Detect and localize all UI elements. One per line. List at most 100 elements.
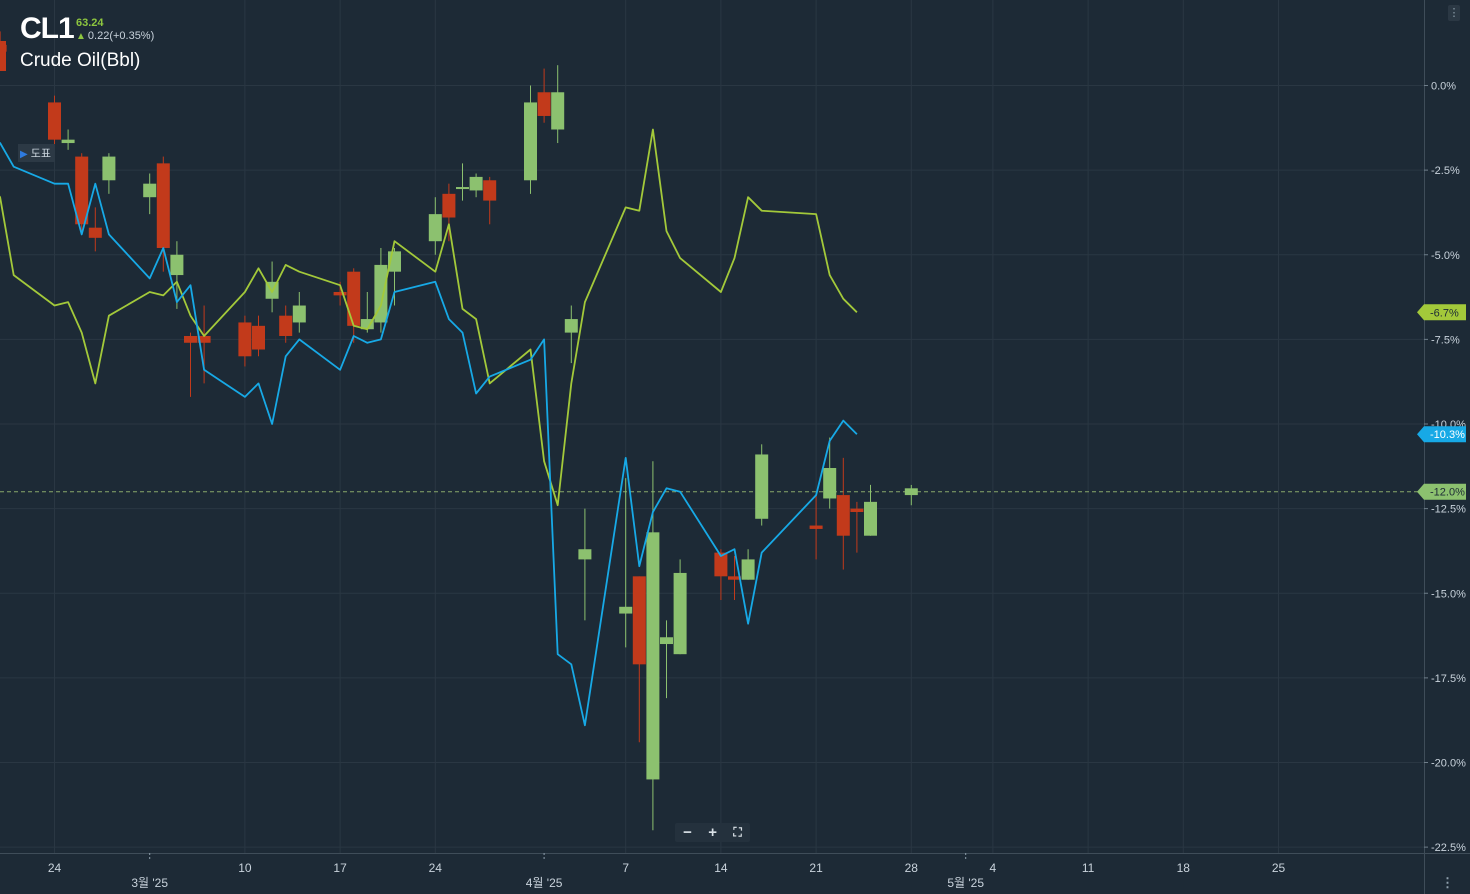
candle bbox=[75, 153, 89, 232]
candle bbox=[428, 197, 442, 255]
candle bbox=[469, 173, 483, 198]
last-price: 63.24 bbox=[76, 17, 104, 29]
y-tick-label: -17.5% bbox=[1431, 673, 1466, 685]
candle-body bbox=[904, 488, 918, 496]
zoom-in-button[interactable]: + bbox=[708, 824, 718, 841]
candle bbox=[537, 68, 551, 123]
candle bbox=[728, 556, 741, 601]
candle-body bbox=[524, 102, 537, 181]
more-menu-icon[interactable]: ⋮ bbox=[1448, 5, 1460, 21]
candle bbox=[864, 484, 877, 536]
candle bbox=[184, 332, 197, 397]
candle bbox=[809, 495, 823, 560]
candle bbox=[673, 559, 687, 655]
candle bbox=[388, 247, 401, 306]
zoom-controls: − + ⛶ bbox=[675, 823, 750, 842]
chart-tag[interactable]: ▶ 도표 bbox=[18, 144, 55, 162]
candle bbox=[714, 549, 728, 601]
candle-body bbox=[48, 102, 61, 140]
candle-body bbox=[292, 305, 306, 323]
candle-body bbox=[809, 525, 823, 529]
x-tick-label: 25 bbox=[1272, 861, 1286, 875]
price-change: ▲ 0.22(+0.35%) bbox=[76, 30, 154, 42]
candle bbox=[823, 437, 837, 509]
candle-body bbox=[61, 139, 75, 144]
candle bbox=[646, 461, 660, 831]
candle bbox=[850, 501, 864, 553]
x-tick-label: 24 bbox=[48, 861, 62, 875]
month-label: 5월 '25 bbox=[947, 876, 984, 890]
candle-body bbox=[442, 193, 456, 218]
candle-body bbox=[551, 92, 565, 130]
candle-body bbox=[755, 454, 769, 519]
candle-body bbox=[428, 214, 442, 242]
candle bbox=[238, 315, 252, 367]
candle bbox=[143, 173, 157, 215]
x-tick-label: 14 bbox=[714, 861, 728, 875]
series-line-blue bbox=[0, 142, 858, 727]
y-tick-label: 0.0% bbox=[1431, 81, 1456, 93]
grid bbox=[0, 0, 1424, 853]
candle-body bbox=[102, 156, 116, 181]
candle-body bbox=[75, 156, 89, 225]
value-badge-label: -10.3% bbox=[1430, 429, 1465, 441]
candle bbox=[632, 576, 646, 743]
candle-body bbox=[728, 576, 741, 580]
candle-body bbox=[619, 606, 633, 614]
x-tick-label: 11 bbox=[1082, 861, 1095, 875]
candle bbox=[551, 65, 565, 144]
month-label: 3월 '25 bbox=[131, 876, 168, 890]
y-tick-label: -22.5% bbox=[1431, 842, 1466, 854]
candle bbox=[360, 291, 374, 333]
candle-body bbox=[456, 187, 469, 190]
candle bbox=[578, 508, 592, 621]
candle-body bbox=[864, 501, 877, 536]
candle bbox=[456, 163, 469, 201]
up-arrow-icon: ▲ bbox=[76, 31, 86, 42]
month-label: 4월 '25 bbox=[526, 876, 563, 890]
candle-body bbox=[578, 549, 592, 560]
candle bbox=[156, 156, 170, 272]
candle bbox=[374, 247, 388, 333]
x-tick-label: 28 bbox=[905, 861, 919, 875]
candle-body bbox=[850, 508, 864, 513]
axis-menu-icon[interactable]: ⋮ bbox=[1441, 875, 1454, 890]
y-tick-label: -2.5% bbox=[1431, 165, 1460, 177]
candle bbox=[170, 241, 184, 309]
candle-body bbox=[483, 180, 497, 201]
candle bbox=[442, 183, 456, 242]
candle bbox=[279, 305, 293, 343]
candle bbox=[483, 176, 497, 225]
y-tick-label: -15.0% bbox=[1431, 588, 1466, 600]
y-tick-label: -12.5% bbox=[1431, 504, 1466, 516]
candle-body bbox=[714, 552, 728, 577]
zoom-out-button[interactable]: − bbox=[683, 824, 692, 841]
x-tick-label: 7 bbox=[622, 861, 629, 875]
candle-body bbox=[333, 291, 347, 296]
value-badge-label: -12.0% bbox=[1430, 487, 1465, 499]
candle bbox=[292, 291, 306, 333]
candle-body bbox=[537, 92, 551, 116]
x-tick-label: 4 bbox=[990, 861, 997, 875]
value-badge-bg bbox=[1417, 483, 1466, 500]
candle-body bbox=[238, 322, 252, 357]
instrument-name: Crude Oil(Bbl) bbox=[20, 50, 141, 71]
fit-screen-button[interactable]: ⛶ bbox=[733, 825, 742, 839]
candle bbox=[741, 549, 755, 580]
candle bbox=[755, 444, 769, 526]
series-color-marker bbox=[0, 41, 6, 71]
candle-body bbox=[279, 315, 293, 336]
symbol-ticker: CL1 bbox=[20, 12, 75, 45]
candle-body bbox=[143, 183, 157, 198]
x-tick-label: 21 bbox=[809, 861, 823, 875]
y-tick-label: -7.5% bbox=[1431, 334, 1460, 346]
candle bbox=[564, 305, 578, 364]
candle-body bbox=[156, 163, 170, 248]
chart-tag-label: 도표 bbox=[30, 148, 51, 160]
x-tick-label: 18 bbox=[1177, 861, 1191, 875]
candle bbox=[836, 457, 850, 570]
value-badge: -6.7% bbox=[1417, 304, 1466, 321]
candle-body bbox=[170, 254, 184, 276]
price-change-value: 0.22(+0.35%) bbox=[87, 30, 155, 42]
